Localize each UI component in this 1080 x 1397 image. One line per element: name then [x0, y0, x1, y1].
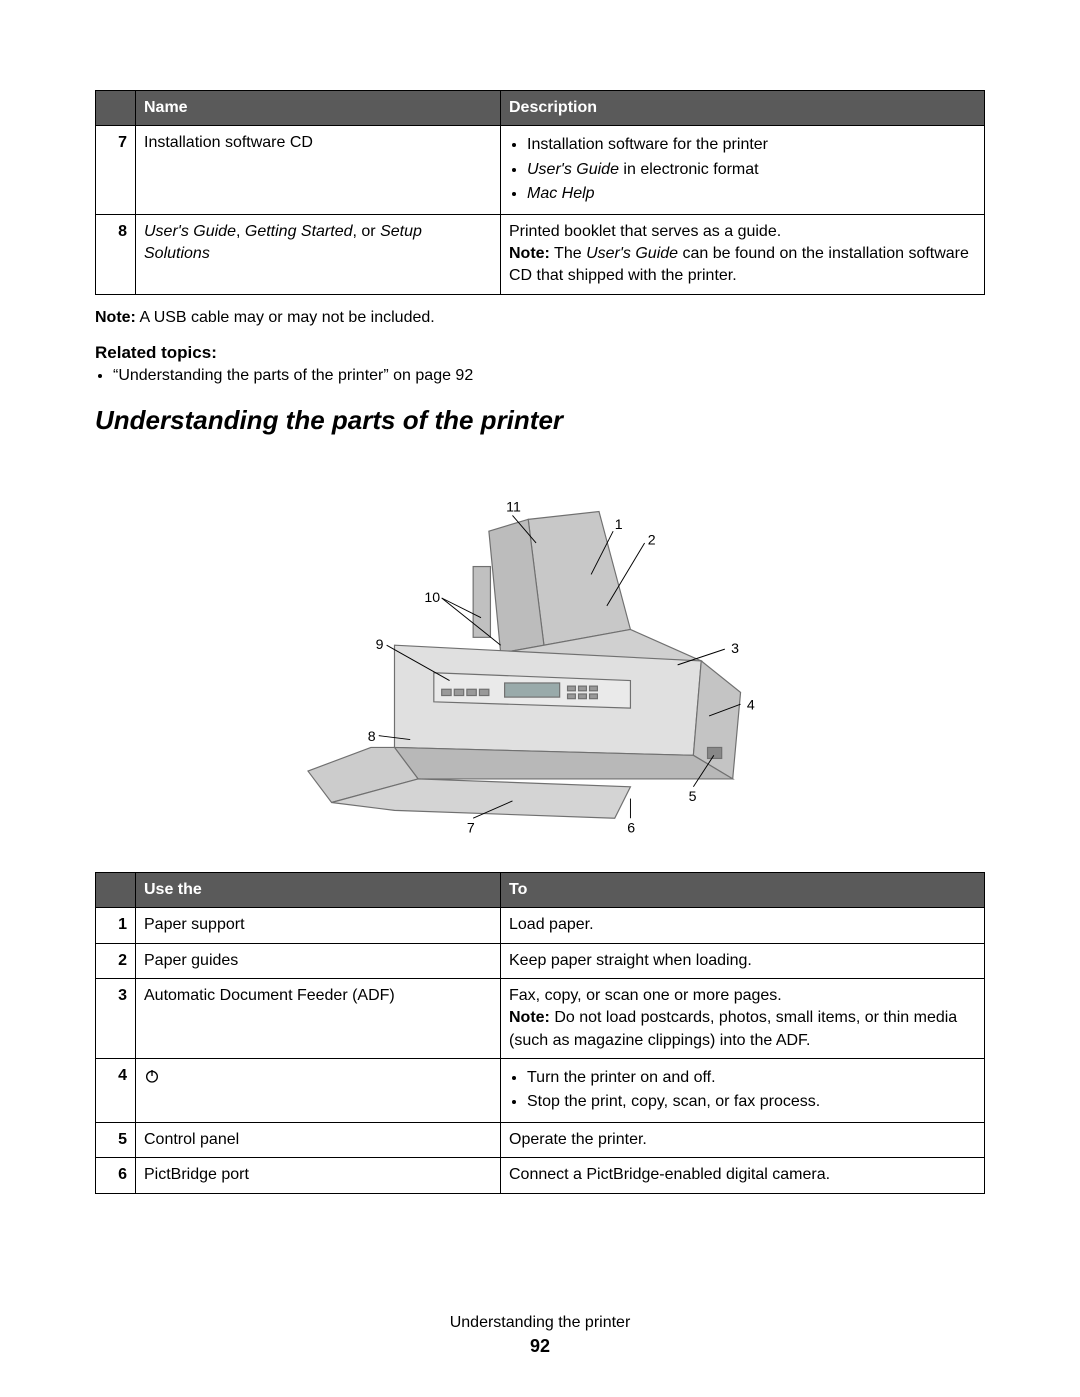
row-desc: Printed booklet that serves as a guide. … — [501, 214, 985, 294]
col-to: To — [501, 872, 985, 907]
row-num: 4 — [96, 1059, 136, 1123]
row-name — [136, 1059, 501, 1123]
callout-9: 9 — [376, 636, 384, 652]
table-row: 5 Control panel Operate the printer. — [96, 1122, 985, 1157]
box-contents-table: Name Description 7 Installation software… — [95, 90, 985, 295]
row-num: 5 — [96, 1122, 136, 1157]
row-num: 3 — [96, 978, 136, 1058]
callout-5: 5 — [689, 788, 697, 804]
desc-item: Mac Help — [527, 183, 976, 205]
power-icon — [144, 1067, 160, 1084]
col-description: Description — [501, 91, 985, 126]
page-number: 92 — [0, 1336, 1080, 1357]
parts-table: Use the To 1 Paper support Load paper. 2… — [95, 872, 985, 1194]
row-name: Installation software CD — [136, 126, 501, 214]
desc-item: User's Guide in electronic formatUser's … — [527, 159, 976, 181]
table-row: 2 Paper guides Keep paper straight when … — [96, 943, 985, 978]
row-num: 6 — [96, 1158, 136, 1193]
row-name: Control panel — [136, 1122, 501, 1157]
related-topics: Related topics: “Understanding the parts… — [95, 343, 985, 385]
row-num: 7 — [96, 126, 136, 214]
callout-10: 10 — [424, 589, 440, 605]
row-desc: Installation software for the printer Us… — [501, 126, 985, 214]
table-row: 7 Installation software CD Installation … — [96, 126, 985, 214]
row-name: Automatic Document Feeder (ADF) — [136, 978, 501, 1058]
row-to: Keep paper straight when loading. — [501, 943, 985, 978]
row-name: PictBridge port — [136, 1158, 501, 1193]
callout-6: 6 — [627, 819, 635, 835]
row-to: Operate the printer. — [501, 1122, 985, 1157]
callout-2: 2 — [648, 531, 656, 547]
callout-8: 8 — [368, 728, 376, 744]
desc-note: Note: The User's Guide can be found on t… — [509, 243, 976, 288]
col-blank — [96, 91, 136, 126]
table-row: 3 Automatic Document Feeder (ADF) Fax, c… — [96, 978, 985, 1058]
callout-3: 3 — [731, 640, 739, 656]
usb-note: Note: A USB cable may or may not be incl… — [95, 309, 985, 327]
desc-item: Installation software for the printer — [527, 134, 976, 156]
related-heading: Related topics: — [95, 343, 985, 363]
row-name: Paper guides — [136, 943, 501, 978]
row-num: 1 — [96, 908, 136, 943]
desc-line: Printed booklet that serves as a guide. — [509, 221, 976, 243]
table-row: 8 User's Guide, Getting Started, or Setu… — [96, 214, 985, 294]
to-note: Note: Do not load postcards, photos, sma… — [509, 1007, 976, 1052]
related-item: “Understanding the parts of the printer”… — [113, 367, 985, 385]
table-row: 6 PictBridge port Connect a PictBridge-e… — [96, 1158, 985, 1193]
col-use-the: Use the — [136, 872, 501, 907]
row-to: Turn the printer on and off. Stop the pr… — [501, 1059, 985, 1123]
col-blank — [96, 872, 136, 907]
row-num: 8 — [96, 214, 136, 294]
col-name: Name — [136, 91, 501, 126]
printer-diagram: 11 1 2 3 4 5 6 7 8 9 10 — [95, 442, 985, 872]
callout-11: 11 — [506, 498, 521, 514]
row-to: Load paper. — [501, 908, 985, 943]
page-footer: Understanding the printer 92 — [0, 1314, 1080, 1357]
row-name: Paper support — [136, 908, 501, 943]
callout-7: 7 — [467, 819, 475, 835]
to-line: Fax, copy, or scan one or more pages. — [509, 985, 976, 1007]
row-num: 2 — [96, 943, 136, 978]
footer-text: Understanding the printer — [0, 1314, 1080, 1332]
callout-4: 4 — [747, 696, 755, 712]
section-heading: Understanding the parts of the printer — [95, 405, 985, 436]
table-row: 4 Turn the printer on and off. Stop the … — [96, 1059, 985, 1123]
row-name: User's Guide, Getting Started, or Setup … — [136, 214, 501, 294]
to-item: Stop the print, copy, scan, or fax proce… — [527, 1091, 976, 1113]
table-row: 1 Paper support Load paper. — [96, 908, 985, 943]
row-to: Fax, copy, or scan one or more pages. No… — [501, 978, 985, 1058]
to-item: Turn the printer on and off. — [527, 1067, 976, 1089]
row-to: Connect a PictBridge-enabled digital cam… — [501, 1158, 985, 1193]
callout-1: 1 — [615, 516, 623, 532]
